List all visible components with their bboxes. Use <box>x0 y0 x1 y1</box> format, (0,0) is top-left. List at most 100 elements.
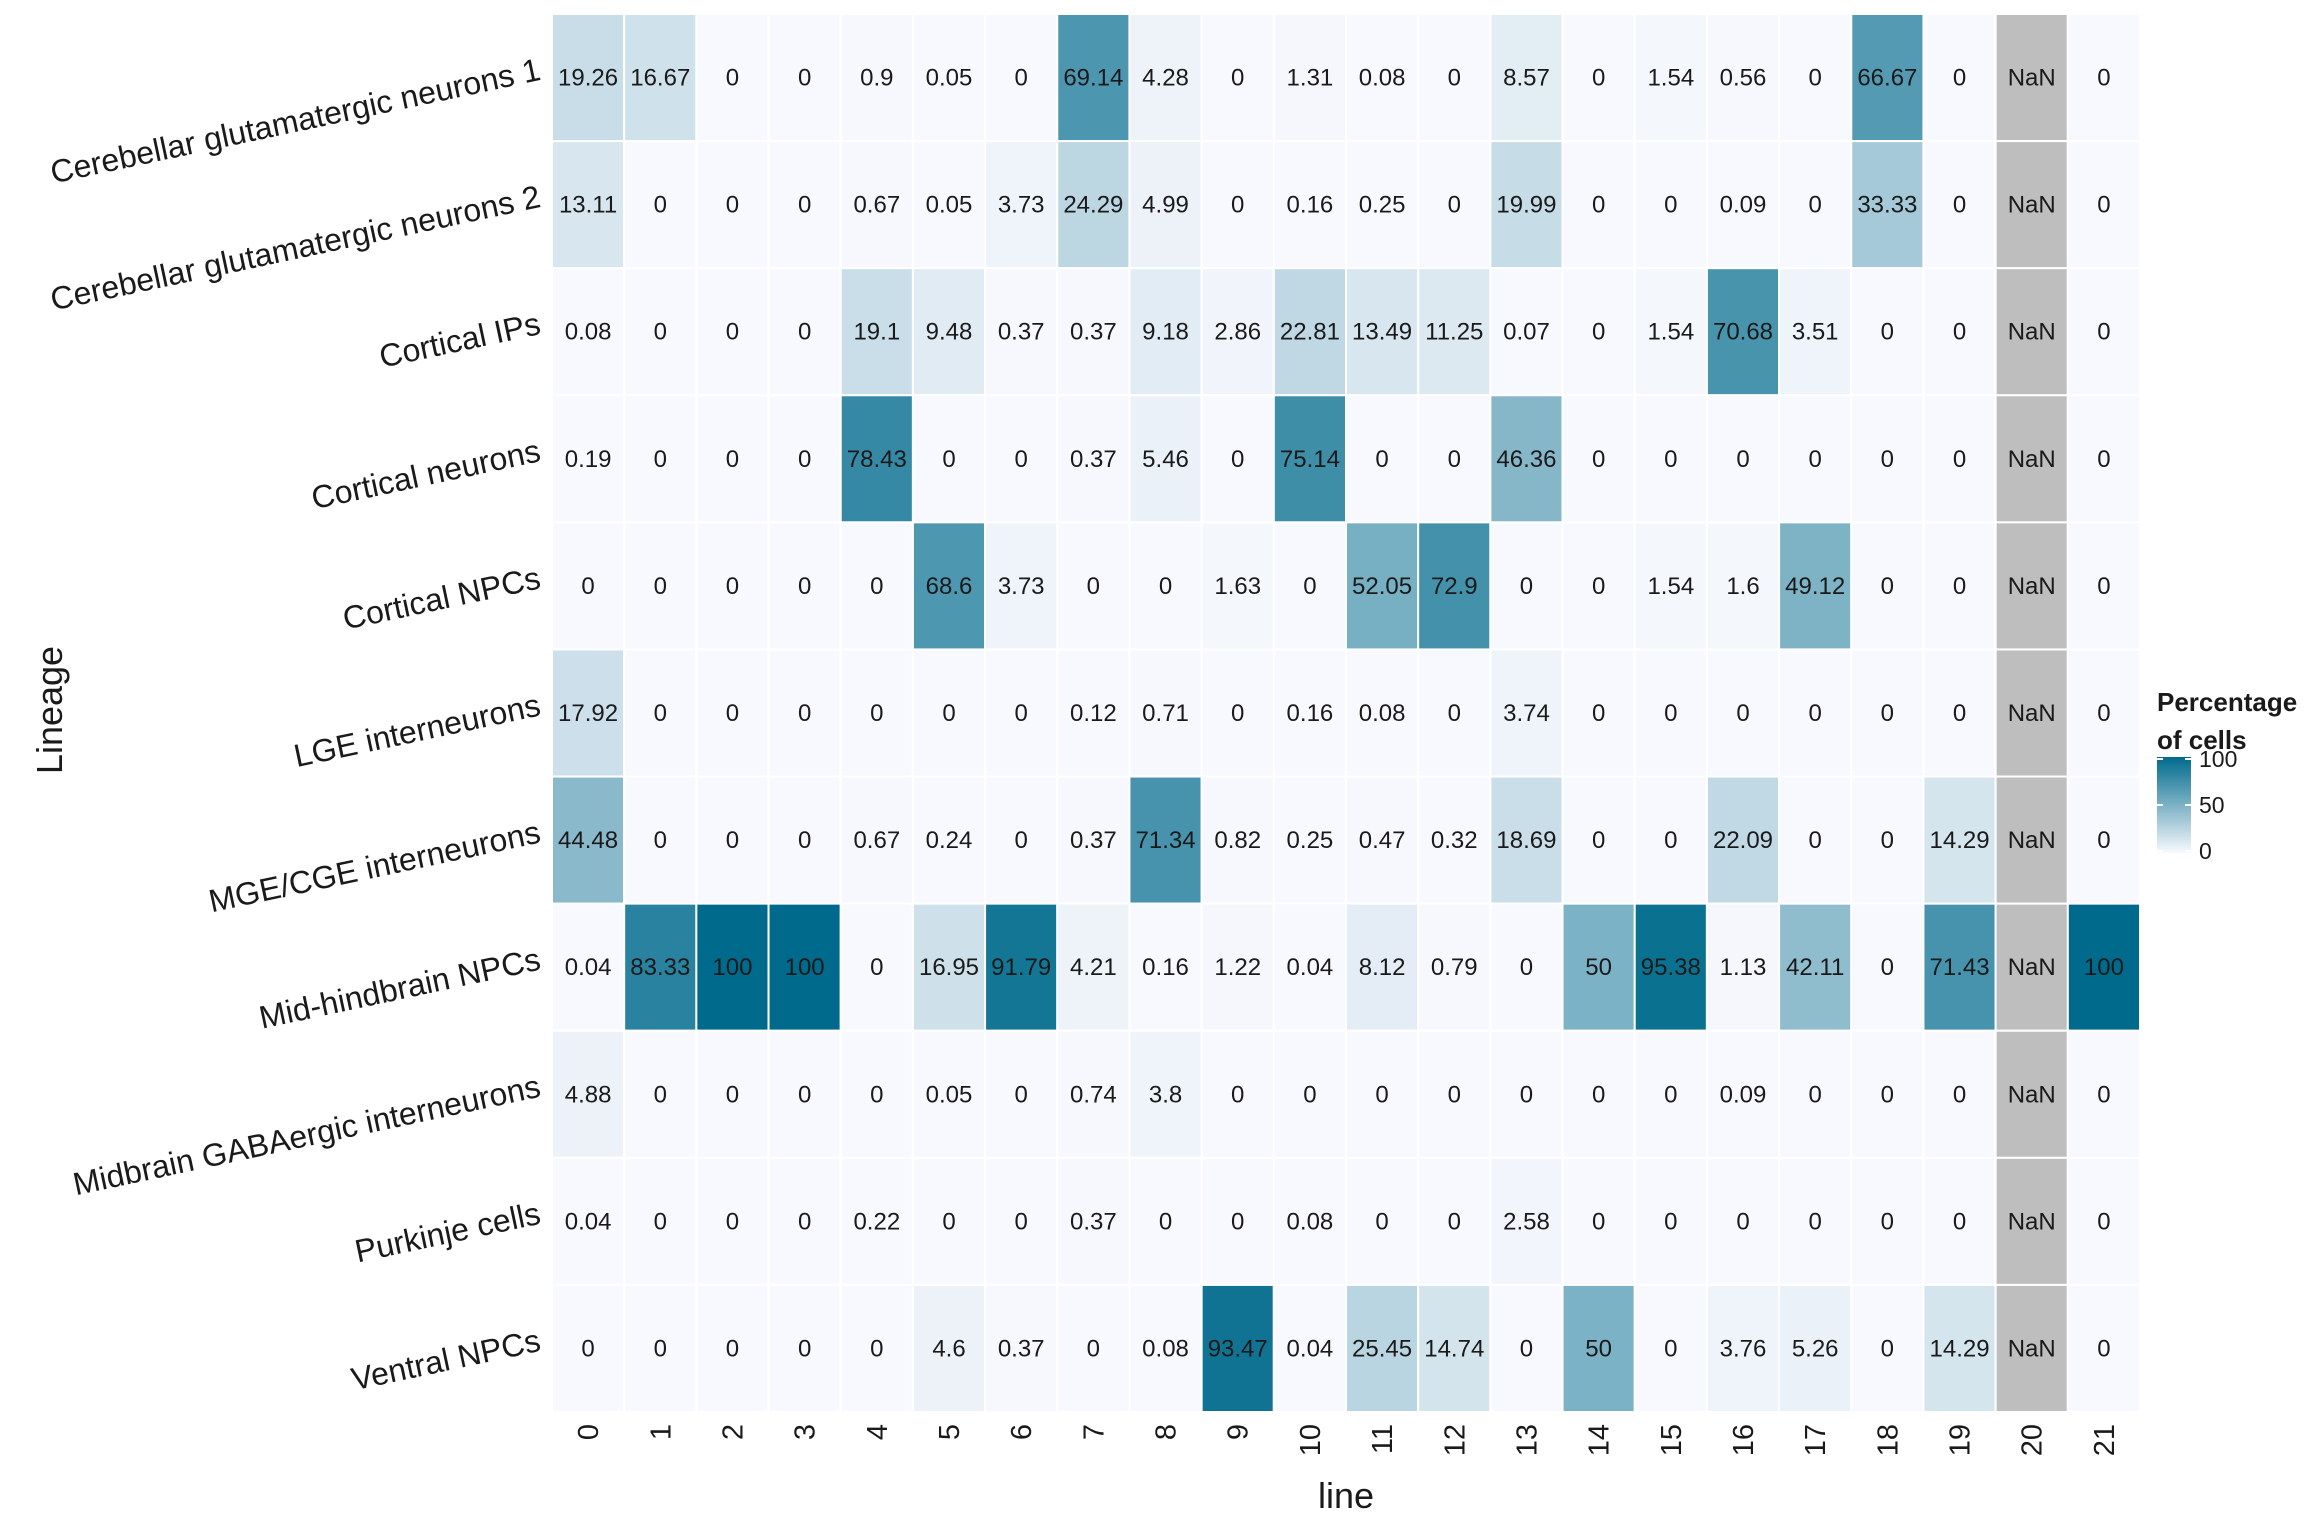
cell-value-label: 0 <box>870 1081 883 1108</box>
cell-value-label: 4.21 <box>1070 954 1117 981</box>
cell-value-label: 0.56 <box>1720 65 1767 92</box>
cell-value-label: 78.43 <box>847 446 907 473</box>
heatmap-cell <box>623 140 698 270</box>
cell-value-label: 11.25 <box>1425 319 1483 346</box>
heatmap-cell <box>1128 140 1203 270</box>
cell-value-label: 9.48 <box>926 319 973 346</box>
cell-value-label: 0 <box>798 1081 811 1108</box>
cell-value-label: 0.79 <box>1431 954 1478 981</box>
cell-value-label: 0 <box>798 1208 811 1235</box>
cell-value-label: 0 <box>1015 1081 1028 1108</box>
heatmap-cell <box>1850 775 1925 905</box>
cell-value-label: 19.26 <box>558 65 618 92</box>
cell-value-label: 0.09 <box>1720 1081 1767 1108</box>
heatmap-cell <box>1200 1029 1275 1159</box>
legend-tick-label: 0 <box>2199 838 2212 864</box>
cell-value-label: 0 <box>1015 1208 1028 1235</box>
heatmap-cell <box>1561 267 1636 397</box>
cell-value-label: 0 <box>654 1335 667 1362</box>
cell-value-label: 66.67 <box>1857 65 1917 92</box>
cell-value-label: 0 <box>726 319 739 346</box>
cell-value-label: 0.74 <box>1070 1081 1117 1108</box>
column-label: 18 <box>1872 1424 1904 1456</box>
cell-value-label: 0 <box>798 192 811 219</box>
heatmap-cell <box>1272 521 1348 651</box>
heatmap-cell <box>1489 13 1564 143</box>
cell-value-label: 0.67 <box>853 192 900 219</box>
heatmap-cell <box>1994 394 2069 524</box>
cell-value-label: 0 <box>1448 192 1461 219</box>
column-label: 7 <box>1078 1424 1110 1440</box>
cell-value-label: 0 <box>1809 446 1822 473</box>
legend-title-line2: of cells <box>2157 725 2247 755</box>
heatmap-cell <box>2066 902 2141 1032</box>
heatmap-cell <box>1922 267 1997 397</box>
cell-value-label: 0 <box>798 573 811 600</box>
heatmap-cell <box>1128 1029 1203 1159</box>
cell-value-label: NaN <box>2008 65 2056 92</box>
cell-value-label: 0 <box>1953 700 1966 727</box>
cell-value-label: 0 <box>654 192 667 219</box>
cell-value-label: 19.1 <box>853 319 900 346</box>
column-label: 2 <box>717 1424 749 1440</box>
cell-value-label: 0 <box>1448 65 1461 92</box>
cell-value-label: 2.86 <box>1214 319 1261 346</box>
column-label: 15 <box>1656 1424 1688 1456</box>
cell-value-label: 100 <box>785 954 825 981</box>
column-label: 14 <box>1584 1424 1616 1456</box>
column-label: 3 <box>790 1424 822 1440</box>
heatmap-cell <box>695 521 770 651</box>
cell-value-label: 46.36 <box>1496 446 1556 473</box>
heatmap-cell <box>623 1283 698 1413</box>
cell-value-label: 14.74 <box>1424 1335 1484 1362</box>
cell-value-label: 0 <box>1881 446 1894 473</box>
cell-value-label: 68.6 <box>926 573 973 600</box>
heatmap-cell <box>1272 648 1348 778</box>
cell-value-label: 0.09 <box>1720 192 1767 219</box>
heatmap-cell <box>1200 1156 1275 1286</box>
cell-value-label: 1.54 <box>1647 319 1694 346</box>
heatmap-cell <box>1417 394 1492 524</box>
cell-value-label: 0 <box>1375 446 1388 473</box>
column-label: 11 <box>1367 1424 1399 1454</box>
heatmap-cell <box>767 775 842 905</box>
cell-value-label: 0 <box>654 827 667 854</box>
heatmap-cell <box>1200 394 1275 524</box>
cell-value-label: 0 <box>870 954 883 981</box>
heatmap-cell <box>1345 521 1420 651</box>
heatmap-cell <box>1633 521 1708 651</box>
heatmap-cell <box>695 140 770 270</box>
cell-value-label: 0.37 <box>1070 446 1117 473</box>
heatmap-cell <box>1200 775 1275 905</box>
heatmap-cell <box>1705 1029 1781 1159</box>
heatmap-cell <box>1633 648 1708 778</box>
heatmap-cell <box>1489 267 1564 397</box>
cell-value-label: 0 <box>2097 1335 2110 1362</box>
heatmap-cell <box>1633 267 1708 397</box>
cell-value-label: 8.57 <box>1503 65 1550 92</box>
heatmap-cell <box>1056 1156 1131 1286</box>
heatmap-cell <box>839 521 914 651</box>
heatmap-cell <box>767 902 842 1032</box>
cell-value-label: 0 <box>798 65 811 92</box>
heatmap-cell <box>695 648 770 778</box>
cell-value-label: 75.14 <box>1280 446 1340 473</box>
cell-value-label: 0 <box>1592 573 1605 600</box>
cell-value-label: 0 <box>1592 1081 1605 1108</box>
heatmap-cell <box>984 1283 1059 1413</box>
heatmap-cell <box>2066 648 2141 778</box>
heatmap-cell <box>1633 13 1708 143</box>
cell-value-label: 1.6 <box>1726 573 1759 600</box>
cell-value-label: 42.11 <box>1786 954 1844 981</box>
cell-value-label: 0 <box>942 1208 955 1235</box>
heatmap-cell <box>1850 140 1925 270</box>
cell-value-label: 0 <box>1231 65 1244 92</box>
cell-value-label: 0 <box>870 700 883 727</box>
heatmap-cell <box>551 775 626 905</box>
cell-value-label: NaN <box>2008 446 2056 473</box>
cell-value-label: 0 <box>1953 1081 1966 1108</box>
heatmap-cell <box>1489 1283 1564 1413</box>
cell-value-label: 0 <box>1520 573 1533 600</box>
heatmap-cell <box>551 1283 626 1413</box>
cell-value-label: 0.08 <box>565 319 612 346</box>
